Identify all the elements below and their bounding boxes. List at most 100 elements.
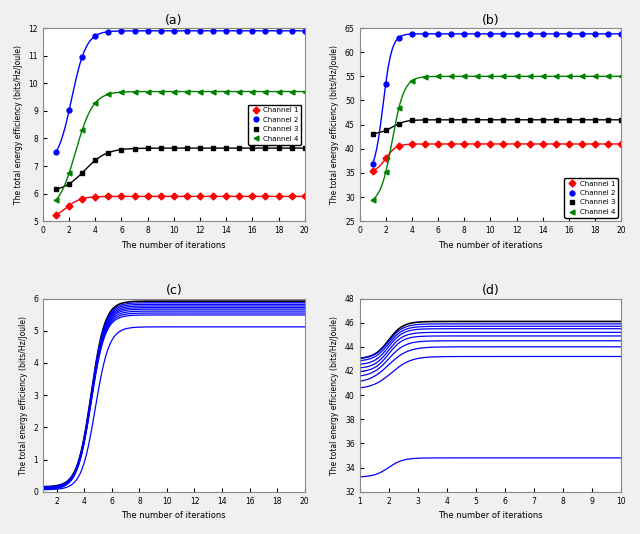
Channel 3 (288, 145, 296, 151)
Channel 2 (513, 30, 520, 37)
Channel 2 (196, 28, 204, 34)
Channel 2 (618, 30, 625, 37)
Channel 3 (578, 116, 586, 123)
Channel 3 (78, 170, 86, 176)
Channel 2 (236, 28, 243, 34)
Channel 3 (157, 145, 164, 151)
Channel 1 (65, 202, 73, 209)
Channel 2 (578, 30, 586, 37)
Channel 1 (552, 141, 560, 147)
Channel 3 (222, 145, 230, 151)
Channel 1 (196, 193, 204, 200)
Channel 4 (118, 89, 125, 96)
Channel 3 (248, 145, 256, 151)
Channel 2 (222, 28, 230, 34)
Channel 4 (618, 73, 625, 80)
Channel 4 (447, 73, 455, 80)
Channel 2 (104, 28, 112, 35)
Channel 4 (144, 88, 152, 95)
Channel 4 (408, 77, 416, 84)
Channel 3 (591, 116, 599, 123)
Channel 1 (183, 193, 191, 200)
Channel 3 (552, 116, 560, 123)
Channel 2 (262, 28, 269, 34)
Channel 3 (131, 145, 138, 152)
Channel 1 (209, 193, 217, 200)
Channel 1 (118, 193, 125, 200)
Line: Channel 1: Channel 1 (370, 142, 624, 173)
Channel 2 (421, 30, 429, 37)
Channel 3 (301, 145, 308, 151)
Channel 2 (170, 28, 178, 34)
Channel 4 (604, 73, 612, 80)
Channel 2 (591, 30, 599, 37)
Channel 3 (500, 116, 508, 123)
X-axis label: The number of iterations: The number of iterations (122, 511, 226, 520)
Channel 4 (382, 169, 390, 176)
Channel 1 (301, 193, 308, 200)
Channel 4 (395, 105, 403, 112)
Channel 4 (513, 73, 520, 80)
Channel 3 (92, 157, 99, 163)
Channel 2 (288, 28, 296, 34)
Channel 1 (288, 193, 296, 200)
Channel 3 (486, 116, 494, 123)
Title: (a): (a) (165, 14, 182, 27)
Channel 1 (500, 141, 508, 147)
Channel 3 (65, 180, 73, 187)
Channel 3 (236, 145, 243, 151)
Channel 1 (131, 193, 138, 200)
Y-axis label: The total energy efficiency (bits/Hz/Joule): The total energy efficiency (bits/Hz/Jou… (19, 316, 28, 475)
Channel 4 (460, 73, 468, 80)
Channel 4 (474, 73, 481, 80)
Channel 1 (382, 155, 390, 162)
Channel 1 (262, 193, 269, 200)
Channel 4 (539, 73, 547, 80)
Channel 4 (421, 74, 429, 80)
Channel 3 (104, 150, 112, 156)
Channel 4 (196, 88, 204, 95)
Channel 4 (52, 197, 60, 203)
Channel 1 (408, 141, 416, 147)
Channel 3 (395, 121, 403, 127)
Channel 1 (52, 211, 60, 218)
Channel 1 (447, 141, 455, 147)
Channel 4 (209, 88, 217, 95)
Channel 3 (565, 116, 573, 123)
Channel 4 (578, 73, 586, 80)
Line: Channel 3: Channel 3 (54, 146, 307, 192)
Channel 4 (288, 88, 296, 95)
Channel 2 (183, 28, 191, 34)
Channel 1 (222, 193, 230, 200)
Channel 2 (92, 33, 99, 39)
Channel 4 (78, 127, 86, 134)
X-axis label: The number of iterations: The number of iterations (438, 241, 543, 249)
Channel 2 (118, 28, 125, 34)
Channel 1 (604, 141, 612, 147)
Channel 4 (369, 197, 376, 203)
Channel 2 (275, 28, 282, 34)
Channel 4 (170, 88, 178, 95)
Y-axis label: The total energy efficiency (bits/Hz/Joule): The total energy efficiency (bits/Hz/Jou… (330, 45, 339, 204)
Channel 1 (104, 193, 112, 200)
Channel 4 (131, 89, 138, 95)
Channel 4 (565, 73, 573, 80)
Channel 3 (513, 116, 520, 123)
Channel 4 (275, 88, 282, 95)
Channel 2 (157, 28, 164, 34)
Y-axis label: The total energy efficiency (bits/Hz/Joule): The total energy efficiency (bits/Hz/Jou… (14, 45, 23, 204)
Channel 1 (486, 141, 494, 147)
Legend: Channel 1, Channel 2, Channel 3, Channel 4: Channel 1, Channel 2, Channel 3, Channel… (248, 105, 301, 145)
Channel 3 (196, 145, 204, 151)
Channel 1 (460, 141, 468, 147)
Channel 4 (236, 88, 243, 95)
Channel 1 (144, 193, 152, 200)
Channel 4 (486, 73, 494, 80)
Channel 4 (65, 170, 73, 176)
Channel 3 (526, 116, 534, 123)
Channel 2 (52, 149, 60, 155)
Channel 3 (52, 186, 60, 193)
Channel 3 (262, 145, 269, 151)
Channel 3 (144, 145, 152, 152)
Channel 1 (539, 141, 547, 147)
